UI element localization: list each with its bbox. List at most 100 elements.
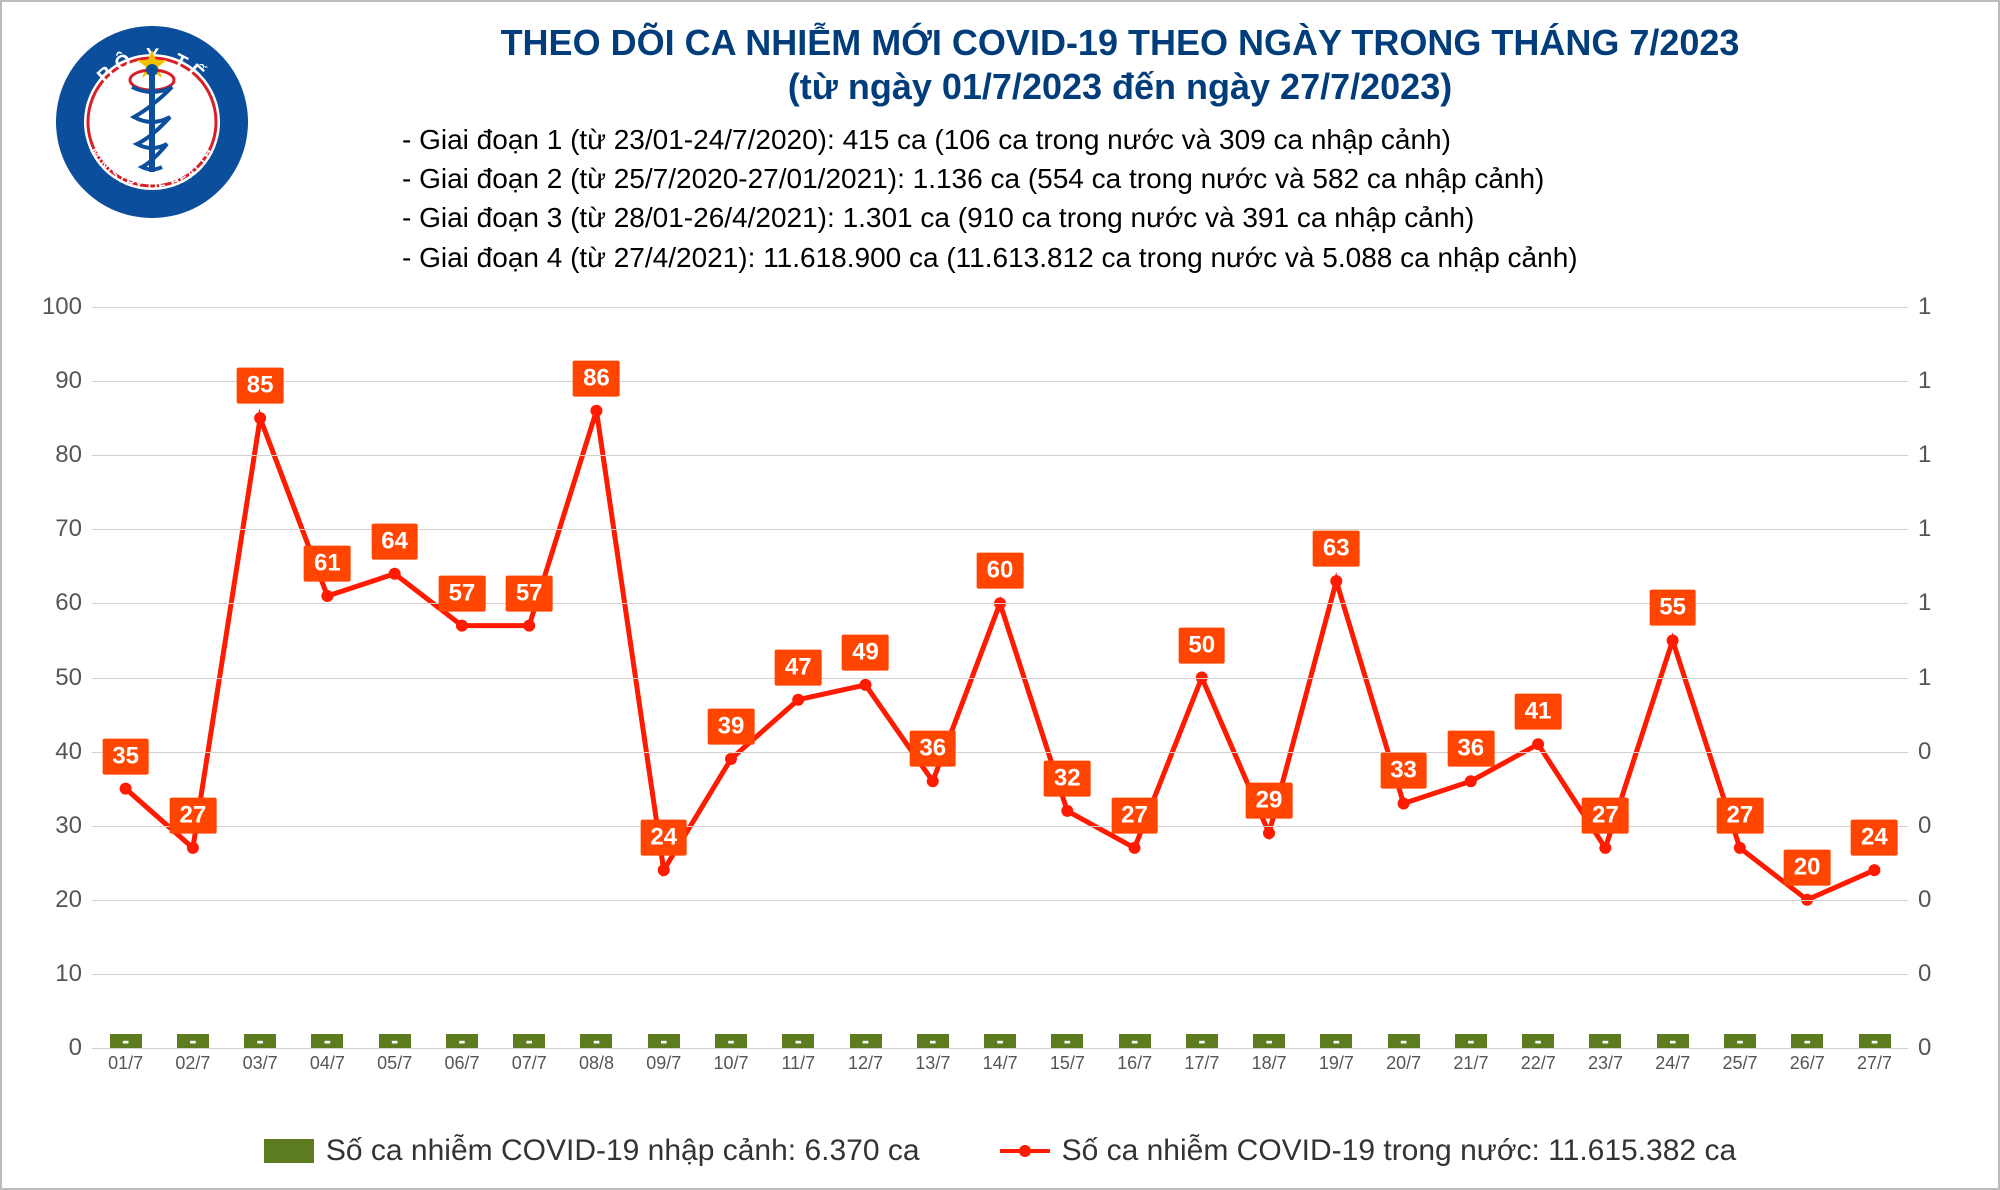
bar-value-label: - — [795, 1028, 802, 1054]
bar: - — [1522, 1034, 1554, 1048]
bar-value-label: - — [1467, 1028, 1474, 1054]
phase-1: - Giai đoạn 1 (từ 23/01-24/7/2020): 415 … — [402, 120, 1958, 159]
line-value-label: 27 — [1582, 798, 1629, 834]
line-value-label: 57 — [506, 575, 553, 611]
bar-value-label: - — [929, 1028, 936, 1054]
bar-slot: - — [1572, 307, 1639, 1048]
bar: - — [715, 1034, 747, 1048]
bar-slot: - — [563, 307, 630, 1048]
y-left-tick: 90 — [32, 367, 82, 395]
bar-value-label: - — [1131, 1028, 1138, 1054]
line-value-label: 57 — [439, 575, 486, 611]
line-value-label: 24 — [640, 820, 687, 856]
bar: - — [446, 1034, 478, 1048]
bar: - — [580, 1034, 612, 1048]
y-left-tick: 0 — [32, 1034, 82, 1062]
y-right-tick: 1 — [1918, 293, 1958, 321]
legend-line-swatch — [1000, 1149, 1050, 1153]
y-left-tick: 80 — [32, 441, 82, 469]
bar-value-label: - — [189, 1028, 196, 1054]
bar: - — [1791, 1034, 1823, 1048]
line-value-label: 36 — [909, 731, 956, 767]
bar-value-label: - — [122, 1028, 129, 1054]
line-value-label: 63 — [1313, 531, 1360, 567]
line-value-label: 60 — [977, 553, 1024, 589]
plot-region: 010203040506070809010011111100000-------… — [92, 307, 1908, 1048]
moh-logo: BỘ Y TẾ MINISTRY OF HEALTH — [52, 22, 252, 222]
bar-value-label: - — [1265, 1028, 1272, 1054]
bar-slot: - — [1370, 307, 1437, 1048]
bar-slot: - — [832, 307, 899, 1048]
bar-slot: - — [428, 307, 495, 1048]
bar-value-label: - — [256, 1028, 263, 1054]
bar: - — [1724, 1034, 1756, 1048]
bar-value-label: - — [996, 1028, 1003, 1054]
bar-value-label: - — [727, 1028, 734, 1054]
bar-value-label: - — [1669, 1028, 1676, 1054]
y-left-tick: 40 — [32, 738, 82, 766]
bar-value-label: - — [1064, 1028, 1071, 1054]
y-right-tick: 0 — [1918, 960, 1958, 988]
bar-value-label: - — [1736, 1028, 1743, 1054]
bar: - — [782, 1034, 814, 1048]
line-value-label: 27 — [1716, 798, 1763, 834]
bar-slot: - — [1706, 307, 1773, 1048]
y-left-tick: 10 — [32, 960, 82, 988]
bar: - — [110, 1034, 142, 1048]
phase-info: - Giai đoạn 1 (từ 23/01-24/7/2020): 415 … — [282, 120, 1958, 277]
bar: - — [379, 1034, 411, 1048]
bar-value-label: - — [1198, 1028, 1205, 1054]
bar: - — [1455, 1034, 1487, 1048]
y-right-tick: 1 — [1918, 441, 1958, 469]
line-value-label: 49 — [842, 635, 889, 671]
bar: - — [311, 1034, 343, 1048]
legend-bar-swatch — [264, 1139, 314, 1163]
bar: - — [1320, 1034, 1352, 1048]
line-value-label: 64 — [371, 523, 418, 559]
line-value-label: 86 — [573, 360, 620, 396]
bar-series: --------------------------- — [92, 307, 1908, 1048]
bar: - — [1253, 1034, 1285, 1048]
bar-slot: - — [1841, 307, 1908, 1048]
y-right-tick: 0 — [1918, 738, 1958, 766]
bar: - — [850, 1034, 882, 1048]
bar-slot: - — [899, 307, 966, 1048]
x-tick-label: 01/7 — [92, 1053, 159, 1083]
bar-value-label: - — [593, 1028, 600, 1054]
x-tick-label: 23/7 — [1572, 1053, 1639, 1083]
bar-value-label: - — [1535, 1028, 1542, 1054]
x-tick-label: 08/8 — [563, 1053, 630, 1083]
y-left-tick: 50 — [32, 664, 82, 692]
bar: - — [1859, 1034, 1891, 1048]
bar-slot: - — [159, 307, 226, 1048]
bar-slot: - — [1437, 307, 1504, 1048]
y-left-tick: 60 — [32, 589, 82, 617]
phase-2: - Giai đoạn 2 (từ 25/7/2020-27/01/2021):… — [402, 159, 1958, 198]
bar-value-label: - — [1602, 1028, 1609, 1054]
line-value-label: 33 — [1380, 753, 1427, 789]
bar-slot: - — [1505, 307, 1572, 1048]
bar: - — [1186, 1034, 1218, 1048]
bar-value-label: - — [458, 1028, 465, 1054]
y-right-tick: 0 — [1918, 886, 1958, 914]
line-value-label: 41 — [1515, 694, 1562, 730]
x-tick-label: 07/7 — [496, 1053, 563, 1083]
bar-value-label: - — [324, 1028, 331, 1054]
bar-slot: - — [1236, 307, 1303, 1048]
bar-value-label: - — [1400, 1028, 1407, 1054]
x-tick-label: 27/7 — [1841, 1053, 1908, 1083]
phase-3: - Giai đoạn 3 (từ 28/01-26/4/2021): 1.30… — [402, 198, 1958, 237]
bar: - — [1051, 1034, 1083, 1048]
legend: Số ca nhiễm COVID-19 nhập cảnh: 6.370 ca… — [2, 1134, 1998, 1168]
x-tick-label: 24/7 — [1639, 1053, 1706, 1083]
phase-4: - Giai đoạn 4 (từ 27/4/2021): 11.618.900… — [402, 238, 1958, 277]
x-tick-label: 19/7 — [1303, 1053, 1370, 1083]
chart-title-line2: (từ ngày 01/7/2023 đến ngày 27/7/2023) — [282, 66, 1958, 108]
legend-bar-text: Số ca nhiễm COVID-19 nhập cảnh: 6.370 ca — [326, 1134, 920, 1168]
line-value-label: 27 — [170, 798, 217, 834]
bar-slot: - — [1101, 307, 1168, 1048]
line-value-label: 50 — [1178, 627, 1225, 663]
x-tick-label: 25/7 — [1706, 1053, 1773, 1083]
bar-value-label: - — [1804, 1028, 1811, 1054]
line-value-label: 32 — [1044, 760, 1091, 796]
